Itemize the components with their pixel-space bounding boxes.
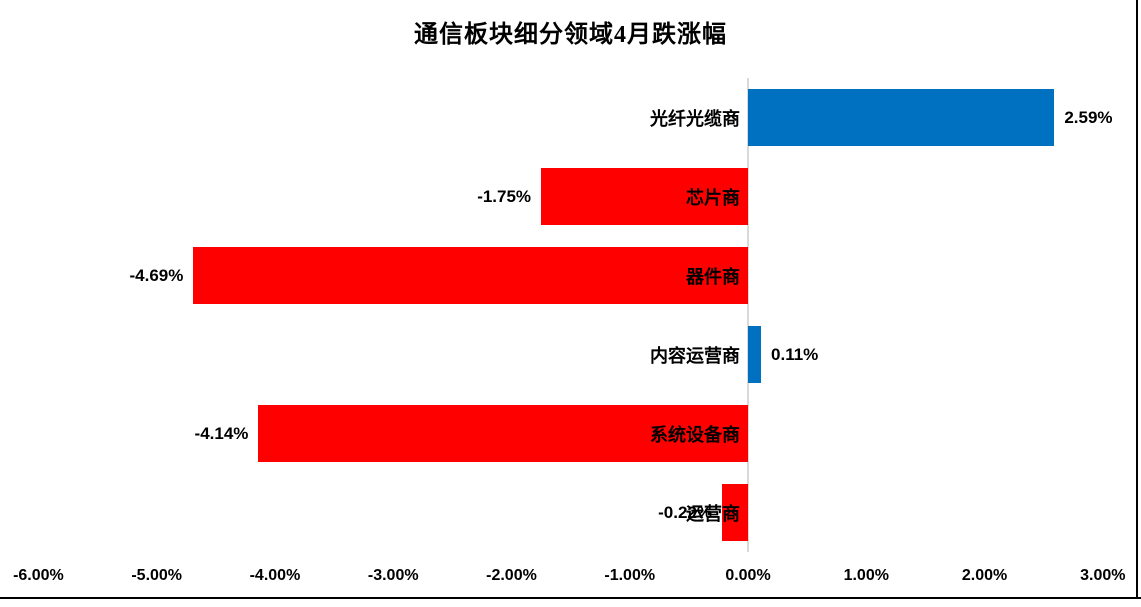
x-axis-tick-label: -5.00% xyxy=(131,567,183,584)
value-label: -0.22% xyxy=(658,502,712,522)
x-axis-tick-label: 3.00% xyxy=(1080,567,1126,584)
category-label: 光纤光缆商 xyxy=(650,108,741,129)
category-label: 运营商 xyxy=(686,503,741,524)
x-axis-tick-label: -1.00% xyxy=(604,567,656,584)
value-label: -4.69% xyxy=(129,265,184,285)
bar-5 xyxy=(721,484,748,541)
x-axis-tick-label: -4.00% xyxy=(249,567,301,584)
category-label: 芯片商 xyxy=(686,187,741,208)
x-axis-tick-label: 1.00% xyxy=(843,567,889,584)
bottom-border xyxy=(0,597,1141,599)
category-label: 器件商 xyxy=(686,266,741,287)
bar-1 xyxy=(541,168,748,225)
value-label: 2.59% xyxy=(1064,107,1113,127)
category-label: 内容运营商 xyxy=(650,345,741,366)
x-axis-tick-label: -2.00% xyxy=(486,567,537,584)
value-label: -4.14% xyxy=(194,423,249,443)
category-label: 系统设备商 xyxy=(650,424,741,445)
right-border xyxy=(1136,0,1138,599)
x-axis-tick-label: -6.00% xyxy=(13,567,64,584)
bar-3 xyxy=(748,326,761,383)
bar-0 xyxy=(748,89,1055,146)
zero-axis-line xyxy=(747,78,749,552)
x-axis-tick-label: -3.00% xyxy=(367,567,419,584)
bar-4 xyxy=(258,405,748,462)
chart-title: 通信板块细分领域4月跌涨幅 xyxy=(414,22,727,48)
bar-2 xyxy=(193,247,748,304)
value-label: -1.75% xyxy=(477,186,532,206)
value-label: 0.11% xyxy=(771,344,819,364)
x-axis-tick-label: 2.00% xyxy=(961,567,1008,584)
x-axis-tick-label: 0.00% xyxy=(725,567,771,584)
